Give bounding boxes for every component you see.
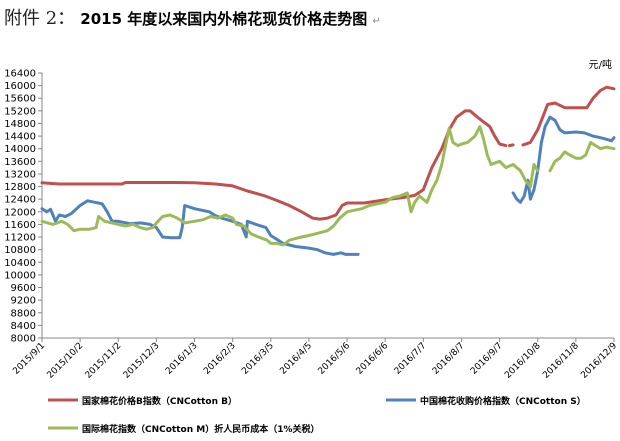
x-tick-label: 2016/9/7 xyxy=(469,341,505,377)
y-tick-label: 14800 xyxy=(4,119,36,130)
unit-label: 元/吨 xyxy=(589,58,612,71)
x-tick-label: 2016/11/8 xyxy=(541,341,581,381)
y-tick-label: 15600 xyxy=(4,94,36,105)
x-tick-label: 2016/7/7 xyxy=(393,341,429,377)
y-tick-label: 14400 xyxy=(4,132,36,143)
y-tick-label: 15200 xyxy=(4,106,36,117)
x-tick-label: 2015/11/2 xyxy=(84,341,124,381)
paragraph-mark: ↵ xyxy=(372,16,381,27)
x-tick-label: 2015/10/2 xyxy=(46,341,86,381)
title-prefix: 附件 2： xyxy=(4,8,76,29)
x-tick-label: 2016/5/6 xyxy=(317,341,353,377)
series-lines xyxy=(40,85,616,256)
y-tick-label: 12800 xyxy=(4,182,36,193)
x-tick-label: 2016/6/6 xyxy=(355,341,391,377)
x-tick-label: 2015/12/3 xyxy=(122,341,162,381)
y-tick-label: 8400 xyxy=(11,321,36,332)
series-line-1 xyxy=(40,85,616,221)
y-tick-label: 13200 xyxy=(4,169,36,180)
x-tick-label: 2015/9/1 xyxy=(11,341,47,377)
y-tick-label: 9200 xyxy=(11,296,36,307)
x-tick-label: 2016/3/5 xyxy=(240,341,276,377)
y-tick-label: 11200 xyxy=(4,233,36,244)
y-tick-label: 8800 xyxy=(11,308,36,319)
y-tick-label: 14000 xyxy=(4,144,36,155)
legend-label-1: 国家棉花价格B指数（CNCotton B） xyxy=(82,395,237,407)
legend-label-3: 国际棉花指数（CNCotton M）折人民币成本（1%关税） xyxy=(82,423,320,435)
legend: 国家棉花价格B指数（CNCotton B） 中国棉花收购价格指数（CNCotton… xyxy=(48,395,586,435)
series-line-3 xyxy=(40,125,616,247)
x-tick-label: 2016/10/8 xyxy=(503,341,543,381)
y-tick-label: 16400 xyxy=(4,69,36,80)
y-tick-label: 10000 xyxy=(4,270,36,281)
y-tick-label: 8000 xyxy=(11,334,36,345)
y-tick-label: 10800 xyxy=(4,245,36,256)
y-tick-label: 13600 xyxy=(4,157,36,168)
y-tick-label: 12000 xyxy=(4,207,36,218)
x-tick-label: 2016/1/3 xyxy=(164,341,200,377)
y-tick-label: 16000 xyxy=(4,81,36,92)
series-line-2 xyxy=(40,115,616,256)
legend-label-2: 中国棉花收购价格指数（CNCotton S） xyxy=(420,395,586,407)
y-tick-label: 12400 xyxy=(4,195,36,206)
x-tick-label: 2016/4/5 xyxy=(278,341,314,377)
y-tick-label: 11600 xyxy=(4,220,36,231)
title-main: 2015 年度以来国内外棉花现货价格走势图 xyxy=(80,10,368,28)
x-tick-label: 2016/12/9 xyxy=(579,341,619,381)
x-tick-label: 2016/8/7 xyxy=(431,341,467,377)
chart-title: 附件 2： 2015 年度以来国内外棉花现货价格走势图 ↵ xyxy=(4,4,616,32)
y-tick-label: 9600 xyxy=(11,283,36,294)
x-tick-label: 2016/2/3 xyxy=(202,341,238,377)
y-tick-label: 10400 xyxy=(4,258,36,269)
